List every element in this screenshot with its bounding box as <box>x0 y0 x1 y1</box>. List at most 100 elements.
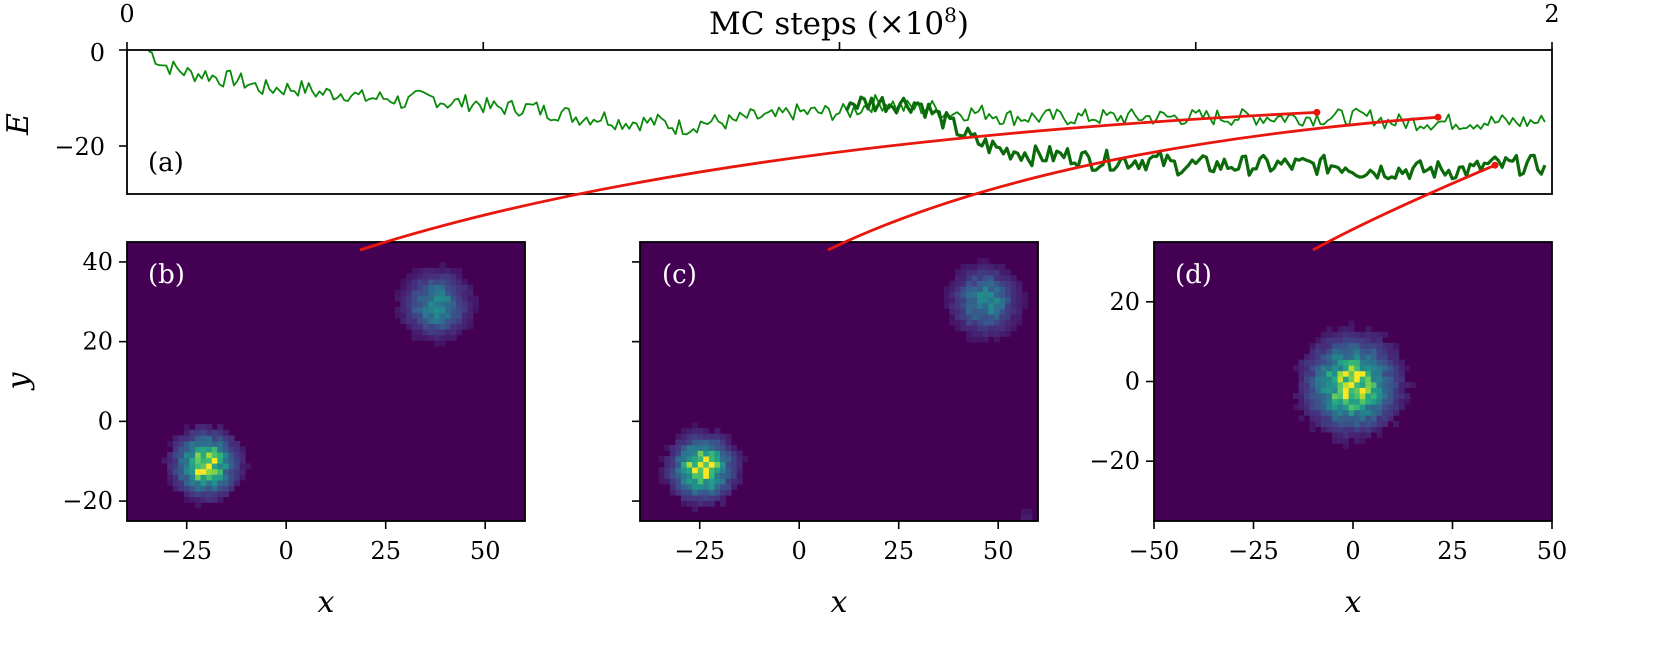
density-cell <box>422 329 429 336</box>
density-cell <box>206 429 213 436</box>
density-cell <box>1016 286 1023 293</box>
density-cell <box>675 444 682 451</box>
density-cell <box>450 284 457 291</box>
density-cell <box>1393 354 1400 360</box>
density-cell <box>1348 432 1355 439</box>
density-cell <box>1343 365 1349 372</box>
density-cell <box>428 318 435 324</box>
density-cell <box>1348 370 1355 377</box>
density-cell <box>1331 437 1338 444</box>
density-cell <box>1020 508 1027 515</box>
density-cell <box>966 330 972 337</box>
density-cell <box>439 306 446 313</box>
density-cell <box>1343 326 1349 333</box>
density-cell <box>1343 342 1349 349</box>
density-cell <box>222 479 229 486</box>
density-cell <box>725 472 732 479</box>
density-cell <box>714 495 721 502</box>
density-cell <box>445 329 452 336</box>
density-cell <box>1331 404 1338 411</box>
density-cell <box>664 478 671 485</box>
density-cell <box>1382 331 1389 338</box>
density-cell <box>1320 342 1327 349</box>
density-cell <box>222 429 229 436</box>
density-cell <box>1331 331 1338 338</box>
density-cell <box>1326 415 1333 422</box>
density-cell <box>1382 393 1389 400</box>
a-y-tick-label-0: 0 <box>90 39 105 67</box>
density-cell <box>1376 342 1383 349</box>
density-cell <box>1343 404 1349 411</box>
density-cell <box>1026 508 1033 515</box>
density-cell <box>1348 337 1355 344</box>
density-cell <box>1010 280 1017 287</box>
density-cell <box>1304 370 1310 377</box>
density-cell <box>1354 409 1361 416</box>
arrow-tip-d <box>1491 161 1499 169</box>
density-cell <box>708 478 715 485</box>
density-cell <box>433 279 440 285</box>
density-cell <box>960 275 967 281</box>
density-cell <box>1326 326 1333 333</box>
density-cell <box>714 444 721 451</box>
density-cell <box>1298 381 1305 388</box>
density-cell <box>1326 376 1333 383</box>
density-cell <box>400 318 407 324</box>
density-cell <box>1337 409 1344 416</box>
density-cell <box>439 301 446 308</box>
density-cell <box>1315 348 1322 355</box>
density-cell <box>1337 348 1344 355</box>
density-cell <box>736 461 743 468</box>
density-cell <box>999 297 1006 304</box>
density-cell <box>1010 291 1017 298</box>
density-cell <box>467 290 474 297</box>
density-cell <box>195 440 202 447</box>
density-cell <box>971 275 978 281</box>
density-cell <box>1370 426 1377 433</box>
density-cell <box>949 280 956 287</box>
density-cell <box>417 323 424 330</box>
density-cell <box>1021 291 1028 298</box>
density-cell <box>1359 348 1366 355</box>
density-cell <box>439 284 446 291</box>
density-cell <box>1359 421 1366 427</box>
density-cell <box>675 450 682 457</box>
density-cell <box>1370 376 1377 383</box>
density-cell <box>1005 297 1011 304</box>
density-cell <box>703 444 710 451</box>
density-cell <box>1393 359 1400 366</box>
density-cell <box>714 428 721 435</box>
density-cell <box>742 456 749 462</box>
density-cell <box>725 439 732 446</box>
density-cell <box>949 314 956 321</box>
density-cell <box>450 306 457 313</box>
density-cell <box>1398 381 1405 388</box>
d-y-tick-label-1: 0 <box>1125 368 1140 396</box>
density-cell <box>714 483 721 490</box>
density-cell <box>708 495 715 502</box>
density-cell <box>1337 426 1344 433</box>
density-cell <box>954 286 961 293</box>
density-cell <box>971 297 978 304</box>
density-cell <box>1359 404 1366 411</box>
density-cell <box>450 301 457 308</box>
density-cell <box>993 330 1000 337</box>
density-cell <box>217 429 224 436</box>
density-cell <box>1326 387 1333 394</box>
density-cell <box>999 314 1006 321</box>
density-cell <box>189 491 196 498</box>
density-cell <box>217 468 224 475</box>
density-cell <box>206 446 213 453</box>
density-cell <box>1359 426 1366 433</box>
density-cell <box>200 474 207 481</box>
density-cell <box>183 457 190 464</box>
density-cell <box>394 312 401 319</box>
density-cell <box>988 263 995 270</box>
density-cell <box>172 463 179 470</box>
density-cell <box>433 340 440 347</box>
density-cell <box>1354 354 1361 360</box>
density-cell <box>988 297 995 304</box>
density-cell <box>428 312 435 319</box>
density-cell <box>450 334 457 341</box>
density-cell <box>195 485 202 492</box>
